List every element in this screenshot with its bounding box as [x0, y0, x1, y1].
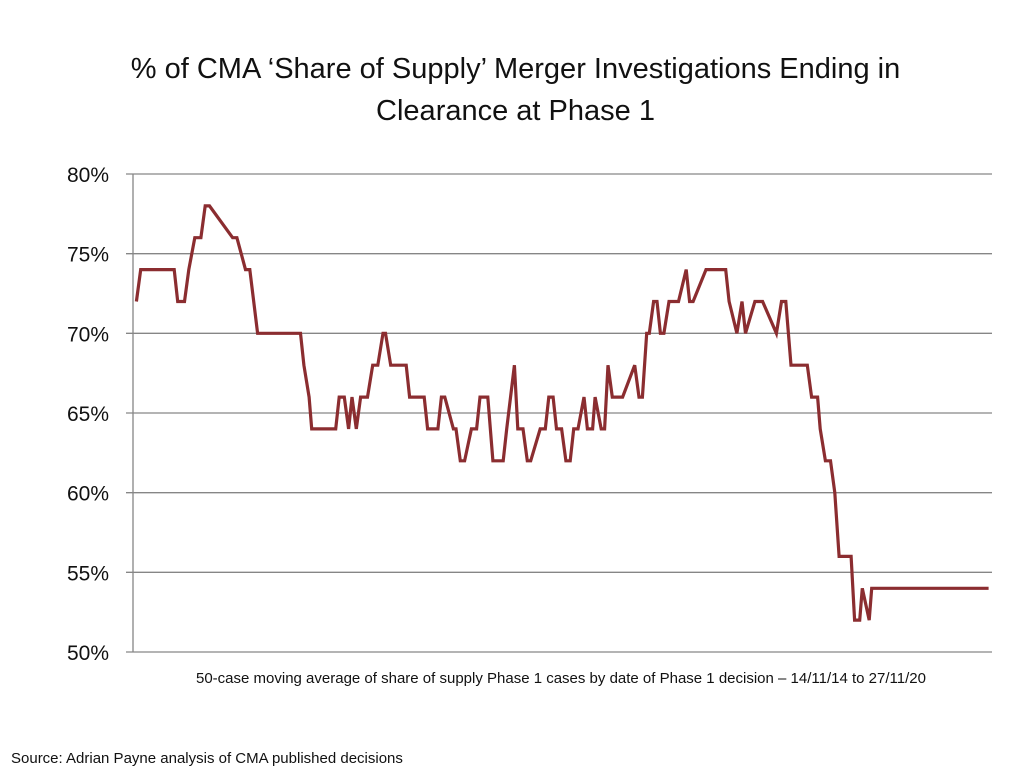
y-tick-label: 70%: [67, 323, 109, 346]
y-tick-label: 55%: [67, 562, 109, 585]
chart-title-line-1: % of CMA ‘Share of Supply’ Merger Invest…: [130, 53, 901, 85]
chart-title-line-2: Clearance at Phase 1: [376, 95, 655, 127]
series-line: [134, 204, 989, 622]
y-tick-label: 75%: [67, 244, 109, 267]
series-layer: [134, 204, 989, 622]
gridlines: [126, 173, 992, 653]
y-axis-ticks: 50% 55% 60% 65% 70% 75% 80%: [67, 164, 109, 665]
y-tick-label: 50%: [67, 642, 109, 665]
y-tick-label: 65%: [67, 403, 109, 426]
y-tick-label: 60%: [67, 483, 109, 506]
source-note: Source: Adrian Payne analysis of CMA pub…: [11, 750, 403, 767]
chart-title: % of CMA ‘Share of Supply’ Merger Invest…: [0, 48, 1031, 132]
y-tick-label: 80%: [67, 164, 109, 187]
x-axis-caption: 50-case moving average of share of suppl…: [196, 670, 926, 687]
